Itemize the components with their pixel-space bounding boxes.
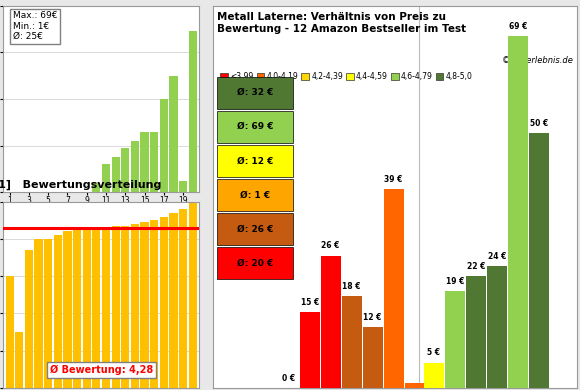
Bar <box>82 228 91 388</box>
Text: Ø: 12 €: Ø: 12 € <box>237 156 274 165</box>
Bar <box>111 157 119 192</box>
Bar <box>362 327 383 388</box>
Bar <box>44 239 52 388</box>
Bar <box>92 228 100 388</box>
Bar <box>131 141 139 192</box>
Bar <box>160 216 168 388</box>
Text: 5 €: 5 € <box>427 349 440 358</box>
Bar <box>25 250 33 388</box>
Bar <box>179 181 187 192</box>
Bar <box>179 209 187 388</box>
Bar <box>140 222 148 388</box>
Bar <box>466 276 485 388</box>
Text: Metall Laterne: Verhältnis von Preis zu
Bewertung - 12 Amazon Bestseller im Test: Metall Laterne: Verhältnis von Preis zu … <box>217 12 466 34</box>
Text: 24 €: 24 € <box>488 252 506 261</box>
Text: ©Testerlebnis.de: ©Testerlebnis.de <box>502 55 574 64</box>
Bar <box>342 296 362 388</box>
Text: Ø: 69 €: Ø: 69 € <box>237 122 274 131</box>
Text: 15 €: 15 € <box>300 298 319 307</box>
Text: Ø Bewertung: 4,28: Ø Bewertung: 4,28 <box>49 365 153 375</box>
Text: Max.: 69€
Min.: 1€
Ø: 25€: Max.: 69€ Min.: 1€ Ø: 25€ <box>13 11 57 41</box>
FancyBboxPatch shape <box>217 145 293 177</box>
Bar <box>111 226 119 388</box>
Bar <box>131 224 139 388</box>
FancyBboxPatch shape <box>217 76 293 109</box>
Text: 50 €: 50 € <box>530 119 548 128</box>
Bar <box>102 164 110 192</box>
Bar <box>529 133 549 388</box>
Bar <box>300 312 320 388</box>
Bar <box>150 132 158 192</box>
Legend: <3,99, 4,0-4,19, 4,2-4,39, 4,4-4,59, 4,6-4,79, 4,8-5,0: <3,99, 4,0-4,19, 4,2-4,39, 4,4-4,59, 4,6… <box>218 69 476 84</box>
Bar <box>121 226 129 388</box>
FancyBboxPatch shape <box>217 213 293 245</box>
Text: Ø: 1 €: Ø: 1 € <box>240 190 270 199</box>
Text: Ø: 20 €: Ø: 20 € <box>237 259 273 268</box>
Bar <box>169 213 177 388</box>
Text: 0 €: 0 € <box>282 374 295 383</box>
Text: 39 €: 39 € <box>385 175 403 184</box>
Text: 19 €: 19 € <box>445 277 464 286</box>
Bar <box>140 132 148 192</box>
Bar <box>63 231 71 388</box>
Text: 22 €: 22 € <box>466 262 485 271</box>
Bar <box>102 228 110 388</box>
Bar <box>424 363 444 388</box>
Bar <box>34 239 43 388</box>
Bar <box>92 183 100 192</box>
Text: [1]   Bewertungsverteilung: [1] Bewertungsverteilung <box>0 179 161 190</box>
Bar <box>383 189 404 388</box>
Text: 18 €: 18 € <box>342 282 361 291</box>
Text: Ø: 32 €: Ø: 32 € <box>237 88 274 97</box>
Bar <box>54 235 62 388</box>
Text: Ø: 26 €: Ø: 26 € <box>237 225 274 234</box>
Bar <box>445 291 465 388</box>
Bar <box>405 383 425 388</box>
Text: 69 €: 69 € <box>509 22 527 31</box>
Text: 12 €: 12 € <box>364 313 382 322</box>
Bar <box>321 255 340 388</box>
Bar <box>121 148 129 192</box>
Bar <box>169 76 177 192</box>
Bar <box>15 332 23 388</box>
Bar <box>487 266 507 388</box>
Text: 26 €: 26 € <box>321 241 340 250</box>
FancyBboxPatch shape <box>217 247 293 279</box>
Bar <box>508 36 528 388</box>
Bar <box>150 220 158 388</box>
Bar <box>188 202 197 388</box>
Bar <box>6 276 14 388</box>
FancyBboxPatch shape <box>217 111 293 143</box>
Bar <box>73 228 81 388</box>
Bar <box>188 32 197 192</box>
Bar <box>160 99 168 192</box>
FancyBboxPatch shape <box>217 179 293 211</box>
